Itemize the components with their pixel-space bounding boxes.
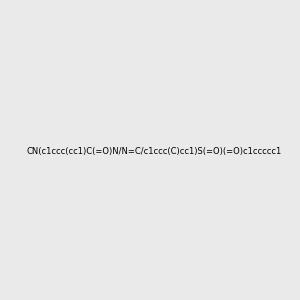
Text: CN(c1ccc(cc1)C(=O)N/N=C/c1ccc(C)cc1)S(=O)(=O)c1ccccc1: CN(c1ccc(cc1)C(=O)N/N=C/c1ccc(C)cc1)S(=O…	[26, 147, 281, 156]
